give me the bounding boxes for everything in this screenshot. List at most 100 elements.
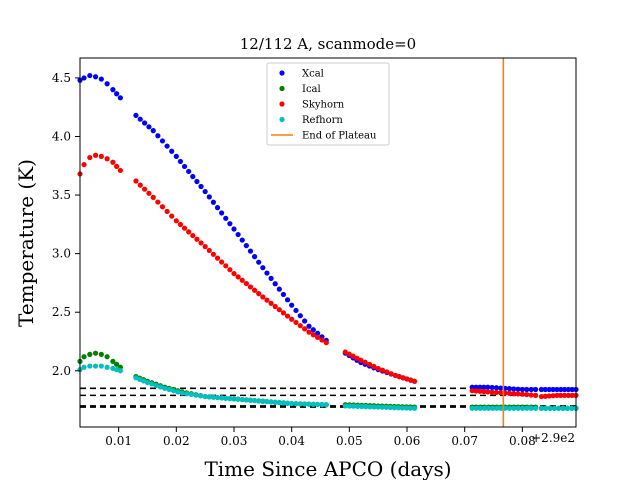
- point-skyhorn-61: [362, 359, 368, 365]
- point-refhorn-20: [175, 389, 181, 395]
- point-refhorn-87: [524, 405, 530, 411]
- point-skyhorn-76: [477, 388, 483, 394]
- legend-label-ical: Ical: [302, 84, 321, 95]
- point-xcal-10: [133, 112, 139, 118]
- point-refhorn-84: [511, 405, 517, 411]
- point-skyhorn-10: [133, 178, 139, 184]
- point-skyhorn-74: [469, 388, 475, 394]
- point-xcal-96: [561, 386, 568, 393]
- point-xcal-17: [164, 143, 170, 149]
- point-skyhorn-2: [81, 162, 87, 168]
- point-xcal-31: [223, 215, 229, 221]
- point-xcal-83: [506, 386, 512, 392]
- legend-label-refhorn: Refhorn: [302, 115, 343, 126]
- point-skyhorn-93: [550, 393, 556, 399]
- point-xcal-50: [302, 318, 308, 324]
- point-skyhorn-28: [210, 251, 216, 257]
- point-refhorn-48: [293, 401, 299, 407]
- point-skyhorn-52: [310, 332, 316, 338]
- legend-marker-xcal: [279, 70, 285, 76]
- point-xcal-3: [87, 72, 93, 79]
- point-refhorn-23: [188, 391, 194, 398]
- point-skyhorn-18: [169, 213, 175, 219]
- point-refhorn-70: [399, 405, 405, 411]
- point-skyhorn-96: [561, 392, 568, 398]
- point-refhorn-51: [306, 401, 312, 407]
- point-xcal-76: [477, 384, 483, 390]
- point-refhorn-93: [551, 405, 557, 411]
- point-ical-4: [92, 350, 99, 356]
- point-skyhorn-55: [323, 340, 329, 346]
- axes-frame: [79, 57, 577, 428]
- point-skyhorn-31: [223, 263, 229, 269]
- point-refhorn-69: [395, 405, 401, 411]
- point-skyhorn-65: [379, 367, 386, 373]
- point-xcal-93: [550, 386, 556, 393]
- chart-title: 12/112 A, scanmode=0: [240, 35, 416, 53]
- point-skyhorn-33: [231, 270, 237, 277]
- point-xcal-44: [276, 286, 282, 292]
- point-xcal-8: [114, 91, 120, 97]
- point-xcal-47: [289, 302, 295, 308]
- point-xcal-95: [558, 386, 564, 393]
- point-xcal-9: [117, 95, 123, 101]
- point-refhorn-81: [498, 405, 504, 411]
- point-refhorn-41: [264, 398, 270, 405]
- point-skyhorn-90: [538, 393, 544, 400]
- point-skyhorn-38: [251, 287, 258, 293]
- point-ical-2: [81, 354, 87, 360]
- point-xcal-6: [104, 81, 110, 87]
- point-xcal-13: [146, 124, 152, 130]
- point-refhorn-40: [260, 398, 266, 404]
- point-xcal-33: [231, 226, 237, 232]
- point-skyhorn-77: [481, 388, 487, 395]
- point-refhorn-36: [243, 397, 249, 403]
- point-refhorn-80: [494, 405, 500, 411]
- point-xcal-36: [243, 242, 249, 249]
- point-refhorn-25: [197, 393, 204, 399]
- point-xcal-29: [214, 205, 221, 211]
- point-xcal-92: [546, 386, 552, 393]
- legend-box: [266, 62, 390, 146]
- point-refhorn-27: [206, 394, 212, 400]
- point-skyhorn-12: [141, 186, 148, 192]
- point-xcal-30: [219, 210, 225, 216]
- point-refhorn-31: [223, 395, 229, 401]
- y-axis-label: Temperature (K): [14, 159, 38, 327]
- point-skyhorn-57: [346, 351, 352, 357]
- point-xcal-98: [569, 386, 575, 393]
- point-skyhorn-51: [306, 329, 312, 335]
- point-xcal-19: [173, 153, 179, 159]
- point-skyhorn-91: [542, 393, 548, 399]
- point-xcal-87: [524, 386, 530, 393]
- point-skyhorn-35: [239, 277, 245, 283]
- point-skyhorn-64: [375, 365, 381, 372]
- point-refhorn-57: [346, 403, 353, 409]
- point-xcal-5: [98, 76, 104, 82]
- legend: Xcal Ical Skyhorn Refhorn End of Plateau: [266, 62, 390, 146]
- point-refhorn-16: [157, 384, 164, 390]
- point-refhorn-59: [355, 403, 361, 409]
- point-refhorn-37: [247, 397, 254, 403]
- point-skyhorn-73: [411, 378, 418, 384]
- point-xcal-43: [272, 281, 278, 287]
- legend-label-skyhorn: Skyhorn: [302, 100, 345, 111]
- point-ical-8: [114, 361, 120, 367]
- point-skyhorn-48: [293, 319, 299, 326]
- point-refhorn-83: [506, 405, 513, 411]
- point-refhorn-49: [297, 401, 303, 407]
- legend-label-end-of-plateau: End of Plateau: [302, 131, 377, 142]
- point-refhorn-43: [272, 399, 278, 405]
- point-refhorn-47: [289, 400, 295, 407]
- x-tick-label-3: 0.03: [221, 434, 248, 448]
- point-xcal-23: [190, 173, 196, 180]
- point-refhorn-46: [284, 400, 291, 406]
- point-xcal-32: [227, 221, 233, 227]
- point-skyhorn-83: [506, 390, 512, 396]
- axis-ticks: 0.01 0.02 0.03 0.04 0.05 0.06 0.07 0.08 2.0 2.5 3.…: [52, 71, 536, 448]
- x-tick-label-7: 0.07: [451, 434, 478, 448]
- point-skyhorn-16: [159, 204, 166, 210]
- point-xcal-78: [485, 384, 491, 390]
- point-xcal-18: [169, 148, 175, 154]
- point-skyhorn-86: [519, 391, 525, 397]
